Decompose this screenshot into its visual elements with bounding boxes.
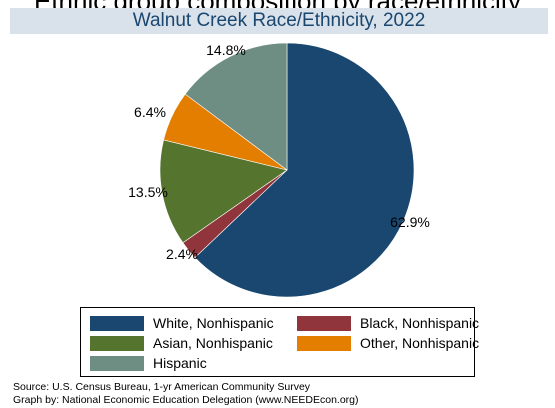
legend: White, Nonhispanic Black, Nonhispanic As… <box>80 307 479 377</box>
slice-label-other-nonhispanic: 6.4% <box>134 104 166 120</box>
legend-item-black: Black, Nonhispanic <box>297 315 479 331</box>
legend-swatch-other <box>297 335 351 351</box>
legend-label-black: Black, Nonhispanic <box>360 315 480 331</box>
slice-label-asian-nonhispanic: 13.5% <box>128 184 168 200</box>
header-title-fragment: Ethnic group composition by race/ethnici… <box>0 0 555 8</box>
chart-title: Walnut Creek Race/Ethnicity, 2022 <box>132 10 426 31</box>
legend-item-asian: Asian, Nonhispanic <box>90 335 273 351</box>
legend-swatch-hispanic <box>90 355 144 371</box>
legend-item-other: Other, Nonhispanic <box>297 335 479 351</box>
source-note: Source: U.S. Census Bureau, 1-yr America… <box>13 381 359 406</box>
legend-label-hispanic: Hispanic <box>153 355 207 371</box>
clipped-header-text: Ethnic group composition by race/ethnici… <box>0 0 555 8</box>
pie-slice-asian-nonhispanic <box>159 139 288 244</box>
legend-label-other: Other, Nonhispanic <box>360 335 480 351</box>
legend-swatch-white <box>90 315 144 331</box>
legend-item-white: White, Nonhispanic <box>90 315 274 331</box>
source-line: Source: U.S. Census Bureau, 1-yr America… <box>13 381 311 393</box>
legend-swatch-asian <box>90 335 144 351</box>
legend-item-hispanic: Hispanic <box>90 355 207 371</box>
pie-slice-white-nonhispanic <box>194 42 415 298</box>
slice-label-hispanic: 14.8% <box>206 42 246 58</box>
credit-line: Graph by: National Economic Education De… <box>13 393 359 406</box>
legend-label-white: White, Nonhispanic <box>153 315 274 331</box>
chart-title-bar: Walnut Creek Race/Ethnicity, 2022 <box>10 8 548 34</box>
pie-slice-hispanic <box>184 42 288 171</box>
legend-swatch-black <box>297 315 351 331</box>
slice-label-white-nonhispanic: 62.9% <box>390 214 430 230</box>
legend-label-asian: Asian, Nonhispanic <box>153 335 273 351</box>
slice-label-black-nonhispanic: 2.4% <box>166 246 198 262</box>
